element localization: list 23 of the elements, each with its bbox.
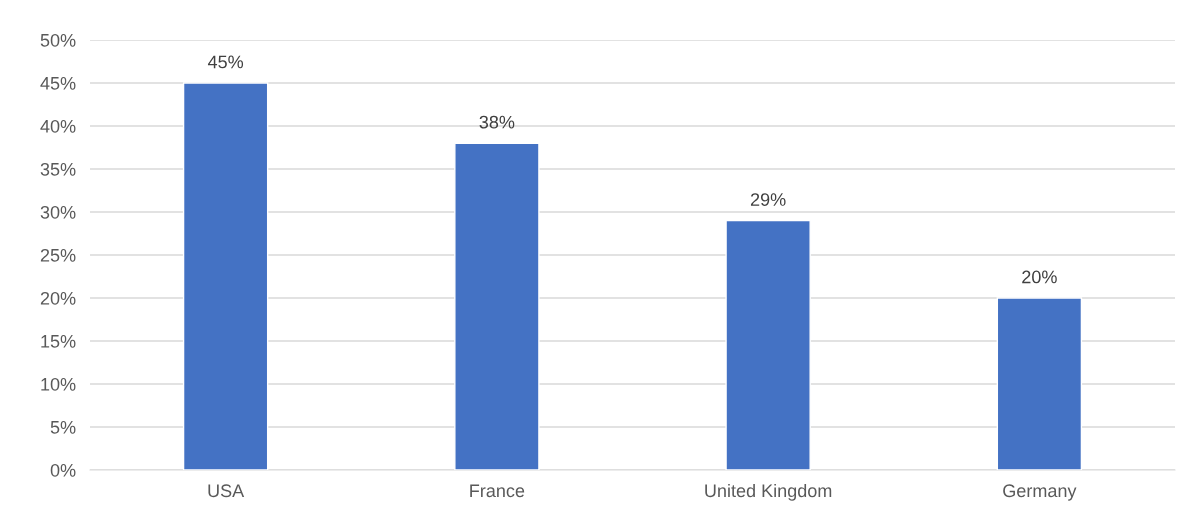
data-label: 29% — [750, 193, 786, 206]
y-tick-label: 20% — [40, 291, 76, 305]
y-tick-label: 40% — [40, 119, 76, 133]
data-label: 45% — [207, 55, 244, 69]
x-tick-label: France — [470, 484, 525, 498]
x-tick-label: USA — [208, 484, 245, 498]
y-tick-label: 5% — [50, 421, 76, 434]
y-tick-label: 50% — [40, 33, 76, 47]
y-tick-label: 10% — [41, 377, 76, 391]
y-tick-label: 25% — [40, 248, 76, 262]
y-tick-label: 35% — [40, 162, 76, 176]
y-tick-label: 15% — [41, 335, 76, 348]
y-tick-label: 45% — [40, 77, 76, 90]
data-label: 20% — [1022, 270, 1057, 284]
y-tick-label: 30% — [40, 205, 76, 219]
data-label: 38% — [479, 115, 515, 129]
x-tick-label: United Kingdom — [705, 483, 832, 501]
x-tick-label: Germany — [1003, 484, 1077, 501]
bar — [725, 219, 811, 470]
y-tick-label: 0% — [50, 463, 76, 477]
bar — [182, 82, 269, 470]
bar — [996, 297, 1083, 470]
bar — [454, 142, 540, 470]
